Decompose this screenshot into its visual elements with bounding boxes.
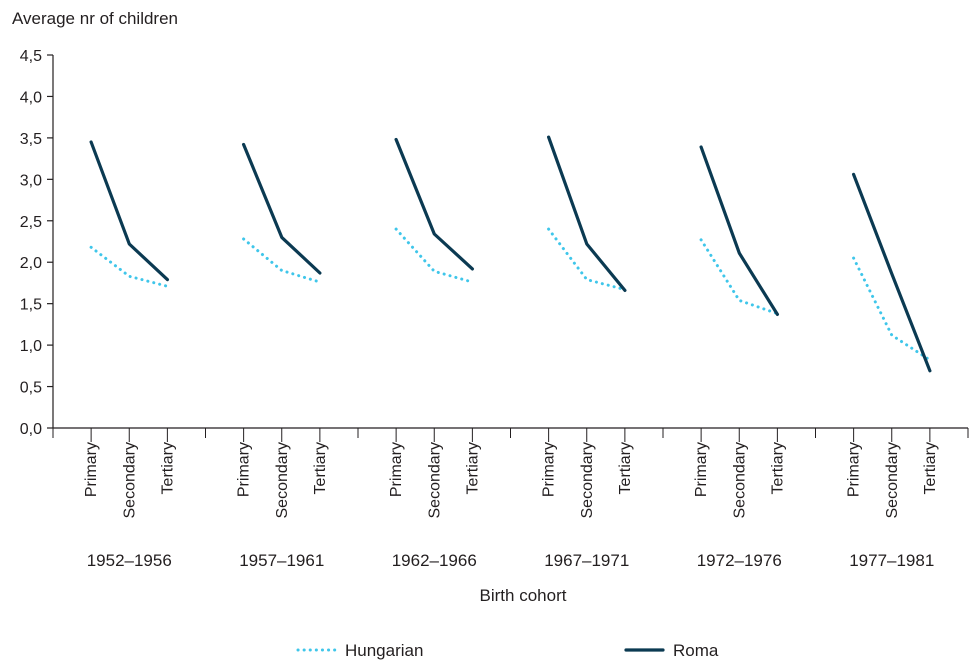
legend-label: Roma <box>673 641 719 660</box>
hungarian-series-line <box>547 227 627 292</box>
x-category-label: Secondary <box>121 442 138 519</box>
hungarian-series-line <box>394 227 474 284</box>
y-tick-label: 3,0 <box>20 172 42 189</box>
x-category-label: Secondary <box>579 442 596 519</box>
roma-series-line <box>546 135 627 292</box>
x-category-label: Primary <box>541 442 558 497</box>
y-tick-label: 4,5 <box>20 48 42 65</box>
y-tick-label: 3,5 <box>20 131 42 148</box>
legend-label: Hungarian <box>345 641 423 660</box>
roma-series-line <box>394 137 474 271</box>
x-category-label: Tertiary <box>922 442 939 494</box>
cohort-label: 1962–1966 <box>392 551 477 570</box>
hungarian-series-line <box>89 245 169 288</box>
cohort-label: 1977–1981 <box>849 551 934 570</box>
x-category-label: Secondary <box>274 442 291 519</box>
x-category-label: Primary <box>846 442 863 497</box>
x-category-label: Tertiary <box>464 442 481 494</box>
y-tick-label: 0,0 <box>20 421 42 438</box>
x-category-label: Secondary <box>884 442 901 519</box>
x-category-label: Primary <box>388 442 405 497</box>
y-tick-label: 1,5 <box>20 297 42 314</box>
x-category-label: Secondary <box>426 442 443 519</box>
y-tick-label: 0,5 <box>20 380 42 397</box>
x-axis: Primary Secondary Tertiary 1952–1956 Primary… <box>52 427 969 570</box>
roma-series-line <box>851 172 932 373</box>
y-tick-label: 1,0 <box>20 338 42 355</box>
x-category-label: Tertiary <box>159 442 176 494</box>
x-category-label: Primary <box>83 442 100 497</box>
cohort-label: 1957–1961 <box>239 551 324 570</box>
hungarian-series-line <box>852 256 932 362</box>
roma-series-line <box>242 142 322 275</box>
x-category-label: Tertiary <box>617 442 634 494</box>
y-tick-label: 2,5 <box>20 214 42 231</box>
roma-series-line <box>89 140 169 282</box>
y-tick-label: 4,0 <box>20 89 42 106</box>
cohort-label: 1952–1956 <box>87 551 172 570</box>
y-tick-label: 2,0 <box>20 255 42 272</box>
cohort-label: 1972–1976 <box>697 551 782 570</box>
hungarian-series-line <box>699 238 779 316</box>
roma-series-line <box>699 145 780 316</box>
x-category-label: Primary <box>693 442 710 497</box>
legend: Hungarian Roma <box>296 641 719 660</box>
hungarian-series-line <box>242 237 322 284</box>
y-axis-title: Average nr of children <box>12 9 178 28</box>
y-axis: 0,0 0,5 1,0 1,5 2,0 2,5 3,0 3,5 4,0 4,5 <box>20 48 54 438</box>
x-category-label: Tertiary <box>769 442 786 494</box>
x-category-label: Primary <box>236 442 253 497</box>
x-category-label: Secondary <box>731 442 748 519</box>
x-category-label: Tertiary <box>312 442 329 494</box>
cohort-label: 1967–1971 <box>544 551 629 570</box>
x-axis-title: Birth cohort <box>480 586 567 605</box>
series-lines <box>89 135 932 373</box>
